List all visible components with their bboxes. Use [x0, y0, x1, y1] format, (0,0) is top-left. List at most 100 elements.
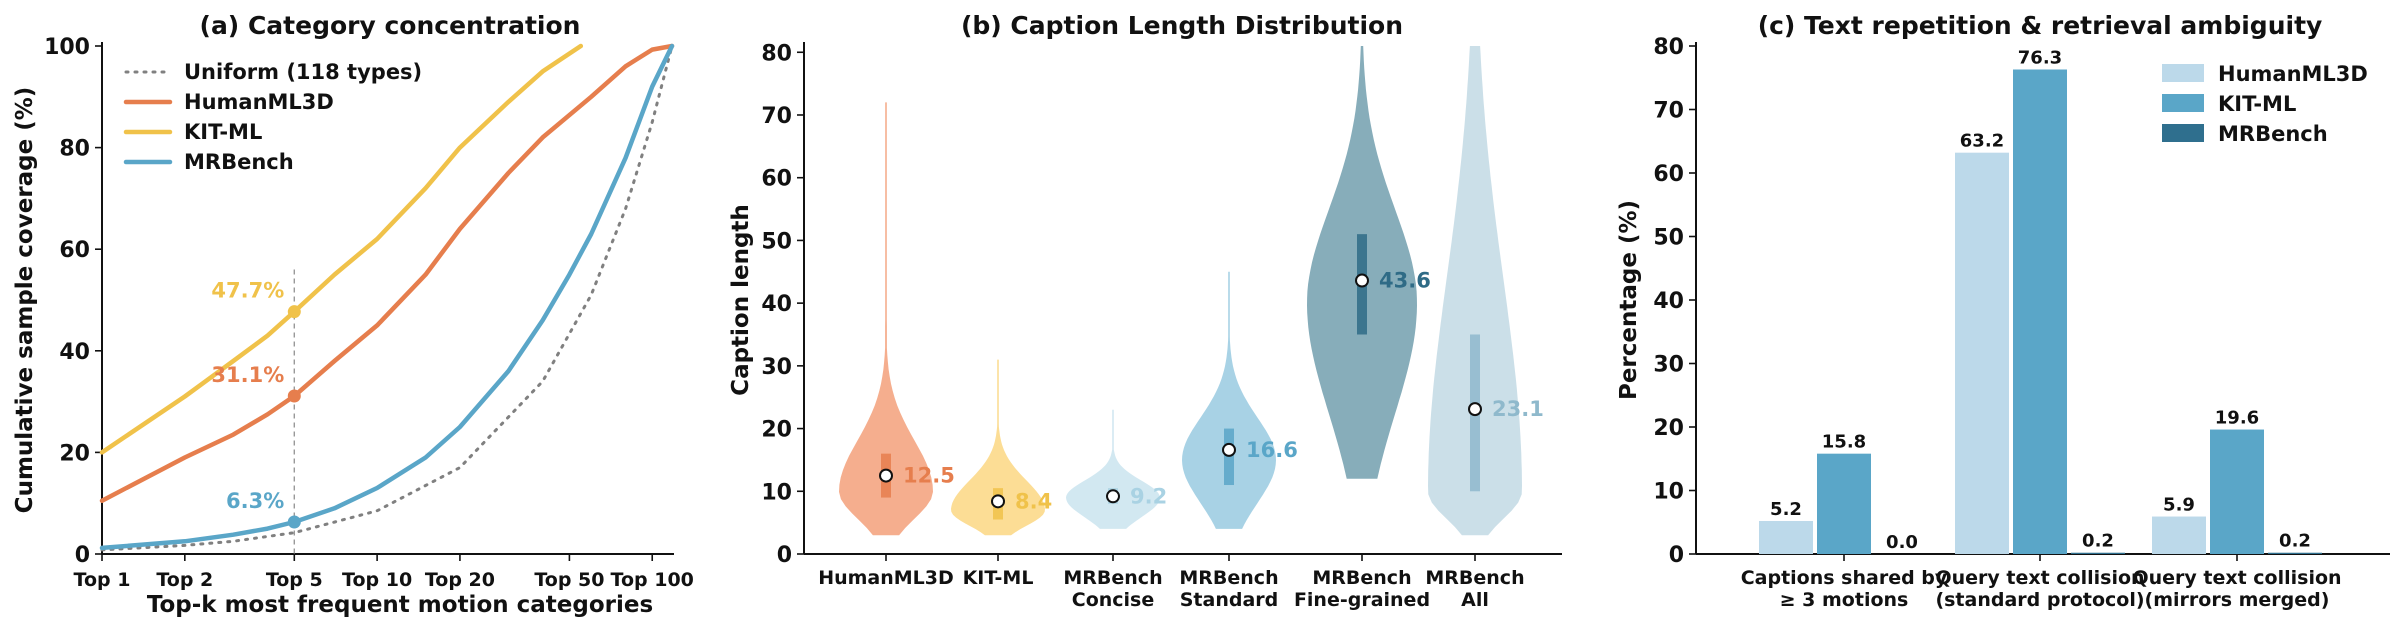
panel-b-median-label: 16.6 — [1246, 438, 1298, 462]
panel-b-y-tick-label: 20 — [761, 418, 792, 443]
panel-b-x-tick-label: HumanML3D — [818, 567, 954, 589]
panel-c-bar-value: 0.0 — [1886, 532, 1918, 553]
panel-c-legend-swatch — [2162, 64, 2204, 82]
panel-a-x-tick-label: Top 100 — [611, 569, 694, 591]
panel-a-legend-label: KIT-ML — [184, 120, 262, 144]
panel-b-x-tick-label: KIT-ML — [963, 567, 1034, 589]
panel-c-x-tick-label: (mirrors merged) — [2145, 589, 2330, 611]
panel-c-x-tick-label: Captions shared by — [1741, 567, 1948, 589]
panel-c-legend-swatch — [2162, 94, 2204, 112]
panel-a-title: (a) Category concentration — [200, 11, 581, 40]
panel-c-x-tick-label: Query text collision — [1935, 567, 2144, 589]
panel-c-y-tick-label: 30 — [1653, 353, 1684, 378]
panel-c-ylabel: Percentage (%) — [1616, 200, 1642, 400]
panel-c-bar-value: 5.9 — [2163, 495, 2195, 516]
panel-a-x-tick-label: Top 1 — [74, 569, 131, 591]
panel-a-y-tick-label: 100 — [44, 35, 90, 60]
panel-b-y-tick-label: 40 — [761, 292, 792, 317]
panel-c-legend-label: HumanML3D — [2218, 62, 2368, 86]
panel-b-ylabel: Caption length — [728, 204, 754, 396]
panel-c-x-tick-label: ≥ 3 motions — [1780, 589, 1909, 611]
panel-c-y-tick-label: 10 — [1653, 480, 1684, 505]
panel-c-legend-swatch — [2162, 124, 2204, 142]
panel-b-y-tick-label: 50 — [761, 229, 792, 254]
panel-b-y-tick-label: 70 — [761, 104, 792, 129]
panel-b-y-tick-label: 0 — [777, 543, 792, 568]
panel-b-violin — [1066, 409, 1160, 529]
panel-a-y-tick-label: 20 — [59, 441, 90, 466]
panel-c-bar-value: 0.2 — [2082, 531, 2114, 552]
panel-a-x-tick-label: Top 5 — [266, 569, 323, 591]
panel-b-x-tick-label: Fine-grained — [1294, 589, 1430, 611]
panel-c-bar — [2210, 429, 2264, 554]
panel-a-y-tick-label: 80 — [59, 137, 90, 162]
panel-b-title: (b) Caption Length Distribution — [961, 11, 1403, 40]
panel-c-bar-value: 19.6 — [2215, 408, 2259, 429]
panel-a-series-line — [99, 43, 584, 455]
panel-b-median-label: 23.1 — [1492, 397, 1544, 421]
panel-c-bar — [2152, 516, 2206, 554]
panel-c-legend-label: KIT-ML — [2218, 92, 2296, 116]
panel-a-annotation-label: 47.7% — [211, 279, 284, 303]
panel-c-x-tick-label: (standard protocol) — [1935, 589, 2144, 611]
panel-text-repetition: (c) Text repetition & retrieval ambiguit… — [1616, 11, 2390, 611]
panel-a-x-tick-label: Top 20 — [425, 569, 495, 591]
panel-b-y-tick-label: 60 — [761, 167, 792, 192]
panel-a-series-line — [99, 43, 675, 551]
panel-c-legend-label: MRBench — [2218, 122, 2328, 146]
panel-c-y-tick-label: 70 — [1653, 99, 1684, 124]
panel-a-series-line — [99, 43, 675, 503]
panel-category-concentration: (a) Category concentration Top-k most fr… — [12, 11, 694, 618]
panel-b-violin — [839, 102, 933, 536]
panel-c-y-tick-label: 80 — [1653, 35, 1684, 60]
panel-a-x-tick-label: Top 2 — [156, 569, 213, 591]
panel-c-bar-value: 0.2 — [2279, 531, 2311, 552]
panel-b-x-tick-label: Standard — [1180, 589, 1279, 611]
panel-a-ylabel: Cumulative sample coverage (%) — [12, 87, 38, 514]
panel-a-legend-label: Uniform (118 types) — [184, 60, 422, 84]
panel-a-legend-label: HumanML3D — [184, 90, 334, 114]
panel-c-x-tick-label: Query text collision — [2132, 567, 2341, 589]
panel-a-x-tick-label: Top 10 — [342, 569, 412, 591]
panel-caption-length: (b) Caption Length Distribution Caption … — [728, 11, 1562, 611]
panel-a-annotation-point — [287, 305, 301, 319]
panel-b-y-tick-label: 80 — [761, 41, 792, 66]
panel-b-median-point — [991, 494, 1005, 509]
panel-c-y-tick-label: 0 — [1669, 543, 1684, 568]
panel-c-y-tick-label: 40 — [1653, 289, 1684, 314]
panel-b-x-tick-label: Concise — [1072, 589, 1155, 611]
panel-b-violin — [1428, 46, 1522, 536]
panel-b-median-label: 9.2 — [1130, 484, 1167, 508]
panel-c-bar — [2071, 552, 2125, 554]
panel-b-median-point — [1468, 402, 1482, 417]
panel-b-median-label: 43.6 — [1379, 269, 1431, 293]
panel-c-bar-value: 76.3 — [2018, 47, 2062, 68]
panel-a-annotation-point — [287, 515, 301, 529]
panel-b-median-point — [1106, 489, 1120, 504]
panel-b-x-tick-label: MRBench — [1063, 567, 1162, 589]
panel-a-y-tick-label: 0 — [75, 543, 90, 568]
panel-a-x-tick-label: Top 50 — [534, 569, 604, 591]
panel-c-bar-value: 5.2 — [1770, 499, 1802, 520]
panel-b-x-tick-label: MRBench — [1179, 567, 1278, 589]
panel-c-bar — [2013, 69, 2067, 555]
panel-b-x-tick-label: MRBench — [1425, 567, 1524, 589]
panel-b-median-point — [1355, 273, 1369, 288]
panel-c-bar — [1817, 453, 1871, 554]
panel-b-y-tick-label: 10 — [761, 480, 792, 505]
panel-c-bar-value: 15.8 — [1822, 432, 1866, 453]
panel-b-median-point — [879, 468, 893, 483]
panel-c-y-tick-label: 50 — [1653, 226, 1684, 251]
panel-a-legend-label: MRBench — [184, 150, 294, 174]
panel-b-median-label: 12.5 — [903, 464, 955, 488]
panel-c-title: (c) Text repetition & retrieval ambiguit… — [1758, 11, 2323, 40]
panel-b-median-point — [1222, 442, 1236, 457]
panel-a-y-tick-label: 60 — [59, 238, 90, 263]
panel-c-bar-value: 63.2 — [1960, 131, 2004, 152]
panel-a-y-tick-label: 40 — [59, 340, 90, 365]
panel-a-series-line — [100, 44, 674, 552]
panel-c-bar — [1955, 152, 2009, 554]
panel-a-xlabel: Top-k most frequent motion categories — [147, 592, 653, 618]
panel-a-annotation-label: 31.1% — [211, 363, 284, 387]
